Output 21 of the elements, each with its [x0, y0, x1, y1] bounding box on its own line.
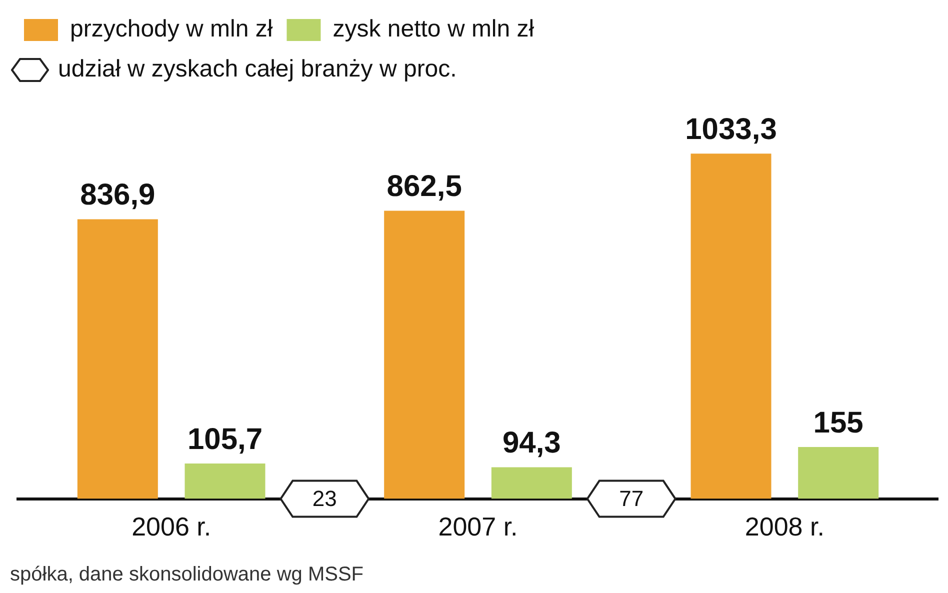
bar [184, 463, 266, 499]
data-label: 105,7 [187, 422, 263, 456]
data-label: 862,5 [386, 170, 462, 203]
bar [77, 219, 158, 499]
data-label: 836,9 [80, 178, 156, 212]
data-label: 94,3 [502, 426, 561, 460]
legend-label: zysk netto w mln zł [332, 16, 535, 43]
x-tick-label: 2007 r. [438, 512, 518, 542]
bar [798, 447, 879, 499]
text: spółka, dane skonsolidowane wg MSSF [10, 564, 364, 586]
legend-label: przychody w mln zł [70, 16, 274, 43]
text: udział w zyskach całej branży w proc. [58, 56, 457, 83]
x-tick-label: 2006 r. [132, 512, 212, 542]
annotation: 77 [619, 486, 644, 511]
bar [690, 154, 772, 499]
data-label: 155 [813, 406, 864, 440]
annotation: 23 [312, 486, 337, 511]
data-label: 1033,3 [685, 112, 777, 146]
bar [491, 467, 572, 499]
bar [384, 210, 465, 499]
x-tick-label: 2008 r. [744, 512, 824, 542]
